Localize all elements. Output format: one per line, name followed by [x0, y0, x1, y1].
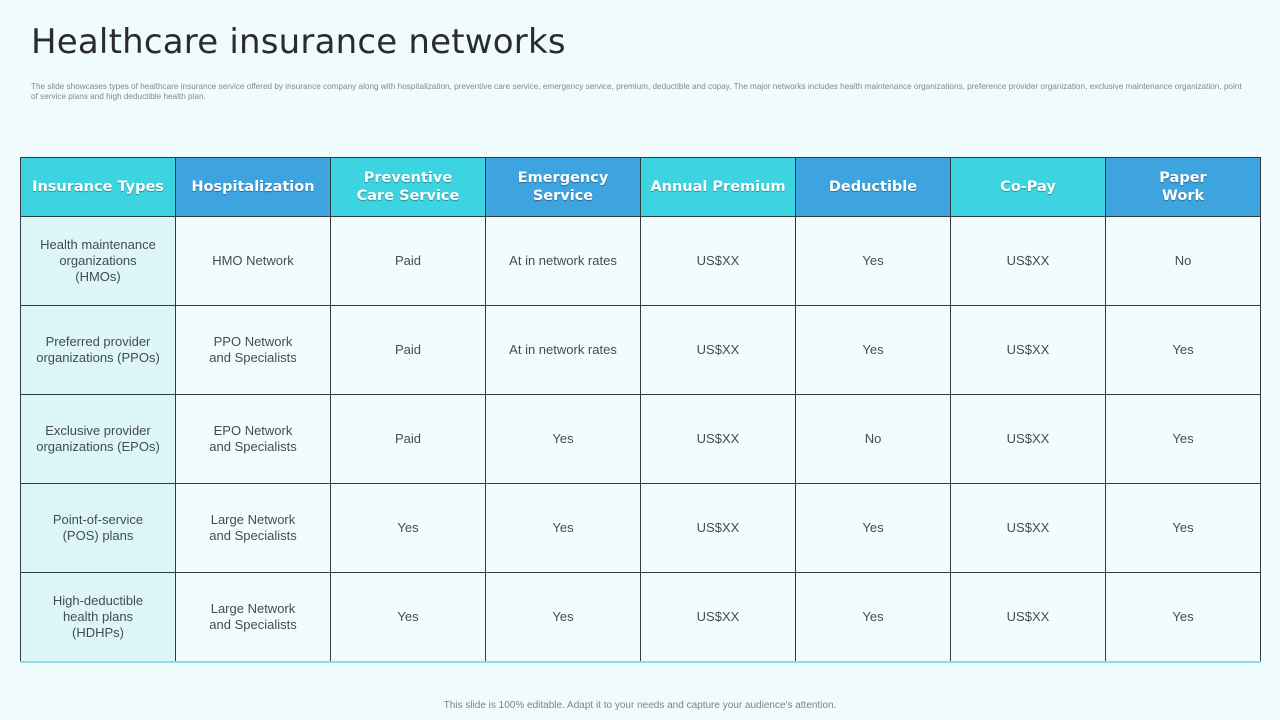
cell-insurance-type: Health maintenance organizations (HMOs) [20, 216, 176, 306]
cell-annual-premium: US$XX [640, 216, 796, 306]
table-row: Exclusive provider organizations (EPOs) … [20, 394, 1261, 484]
slide-description: The slide showcases types of healthcare … [31, 82, 1242, 101]
cell-co-pay: US$XX [950, 216, 1106, 306]
cell-insurance-type: Exclusive provider organizations (EPOs) [20, 394, 176, 484]
header-co-pay: Co-Pay [950, 157, 1106, 217]
cell-deductible: Yes [795, 216, 951, 306]
cell-paper-work: Yes [1105, 483, 1261, 573]
cell-co-pay: US$XX [950, 305, 1106, 395]
cell-emergency-service: At in network rates [485, 216, 641, 306]
cell-deductible: No [795, 394, 951, 484]
header-deductible: Deductible [795, 157, 951, 217]
cell-preventive-care: Yes [330, 572, 486, 663]
cell-deductible: Yes [795, 483, 951, 573]
table-row: Preferred provider organizations (PPOs) … [20, 305, 1261, 395]
cell-paper-work: Yes [1105, 572, 1261, 663]
cell-insurance-type: High-deductible health plans (HDHPs) [20, 572, 176, 663]
cell-paper-work: Yes [1105, 305, 1261, 395]
cell-annual-premium: US$XX [640, 394, 796, 484]
cell-deductible: Yes [795, 572, 951, 663]
cell-hospitalization: Large Network and Specialists [175, 572, 331, 663]
cell-preventive-care: Paid [330, 216, 486, 306]
header-paper-work: Paper Work [1105, 157, 1261, 217]
cell-emergency-service: Yes [485, 483, 641, 573]
cell-annual-premium: US$XX [640, 572, 796, 663]
table-row: Health maintenance organizations (HMOs) … [20, 216, 1261, 306]
footer-note: This slide is 100% editable. Adapt it to… [443, 700, 837, 711]
cell-hospitalization: EPO Network and Specialists [175, 394, 331, 484]
cell-hospitalization: Large Network and Specialists [175, 483, 331, 573]
cell-preventive-care: Yes [330, 483, 486, 573]
insurance-networks-table: Insurance Types Hospitalization Preventi… [20, 157, 1261, 663]
cell-annual-premium: US$XX [640, 483, 796, 573]
cell-preventive-care: Paid [330, 394, 486, 484]
cell-co-pay: US$XX [950, 394, 1106, 484]
cell-emergency-service: Yes [485, 394, 641, 484]
cell-co-pay: US$XX [950, 483, 1106, 573]
table-row: Point-of-service (POS) plans Large Netwo… [20, 483, 1261, 573]
cell-preventive-care: Paid [330, 305, 486, 395]
cell-hospitalization: HMO Network [175, 216, 331, 306]
cell-insurance-type: Point-of-service (POS) plans [20, 483, 176, 573]
cell-co-pay: US$XX [950, 572, 1106, 663]
cell-annual-premium: US$XX [640, 305, 796, 395]
page-title: Healthcare insurance networks [31, 22, 566, 62]
cell-hospitalization: PPO Network and Specialists [175, 305, 331, 395]
cell-paper-work: No [1105, 216, 1261, 306]
cell-deductible: Yes [795, 305, 951, 395]
cell-paper-work: Yes [1105, 394, 1261, 484]
header-annual-premium: Annual Premium [640, 157, 796, 217]
header-preventive-care-service: Preventive Care Service [330, 157, 486, 217]
table-row: High-deductible health plans (HDHPs) Lar… [20, 572, 1261, 663]
header-hospitalization: Hospitalization [175, 157, 331, 217]
table-header-row: Insurance Types Hospitalization Preventi… [20, 157, 1261, 217]
cell-insurance-type: Preferred provider organizations (PPOs) [20, 305, 176, 395]
header-insurance-types: Insurance Types [20, 157, 176, 217]
cell-emergency-service: At in network rates [485, 305, 641, 395]
header-emergency-service: Emergency Service [485, 157, 641, 217]
cell-emergency-service: Yes [485, 572, 641, 663]
